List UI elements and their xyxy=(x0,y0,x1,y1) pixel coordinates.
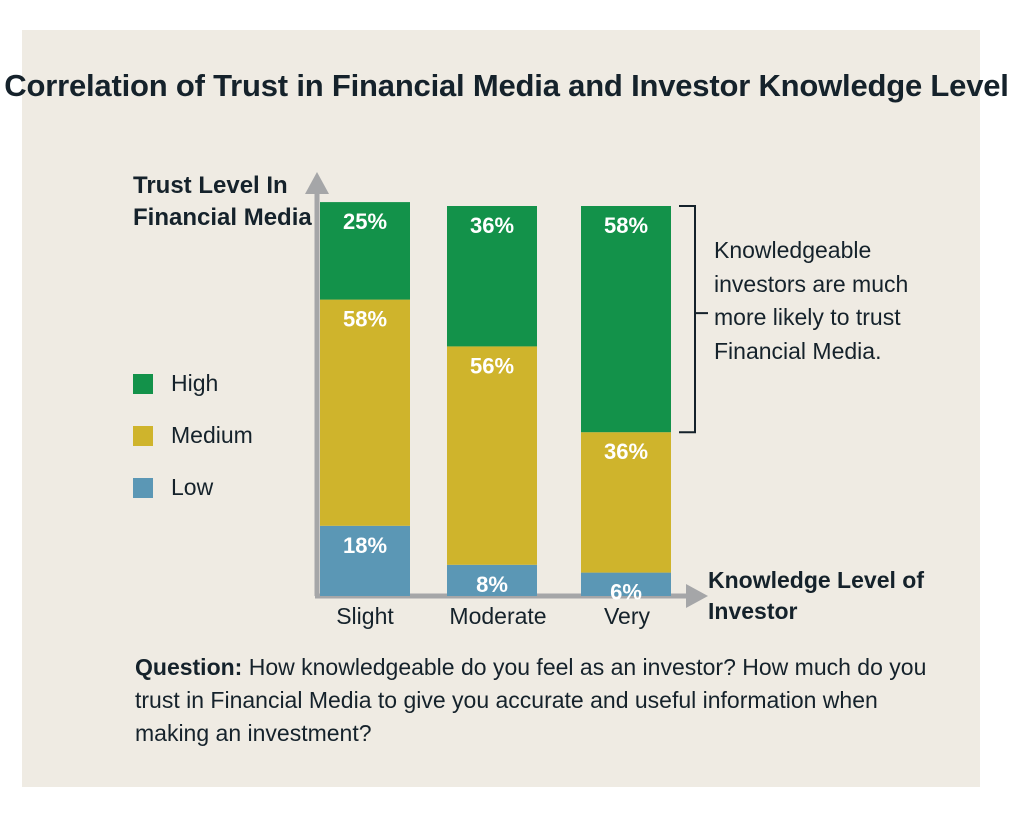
legend-label-high: High xyxy=(171,370,219,396)
bar-high-moderate xyxy=(447,206,537,347)
question-text: Question: How knowledgeable do you feel … xyxy=(135,651,935,750)
data-label-low-moderate: 8% xyxy=(476,572,508,597)
bar-low-slight xyxy=(320,525,410,596)
bar-high-slight xyxy=(320,202,410,300)
bar-low-moderate xyxy=(447,564,537,596)
data-label-high-very: 58% xyxy=(604,213,648,238)
legend-label-medium: Medium xyxy=(171,422,253,448)
y-axis-label: Trust Level In Financial Media xyxy=(133,172,312,231)
x-axis-arrow xyxy=(686,584,708,608)
data-label-high-slight: 25% xyxy=(343,209,387,234)
bar-high-very xyxy=(581,206,671,433)
legend-swatch-low xyxy=(133,478,153,498)
data-label-medium-moderate: 56% xyxy=(470,353,514,378)
x-tick-label-moderate: Moderate xyxy=(449,603,546,629)
question-lead: Question: xyxy=(135,654,243,680)
bar-medium-slight xyxy=(320,299,410,526)
x-axis-label: Knowledge Level of Investor xyxy=(708,567,924,624)
data-label-medium-slight: 58% xyxy=(343,307,387,332)
x-tick-label-very: Very xyxy=(604,603,651,629)
legend-label-low: Low xyxy=(171,474,214,500)
annotation-text: Knowledgeable investors are much more li… xyxy=(714,237,909,364)
data-label-low-very: 6% xyxy=(610,580,642,605)
bar-low-very xyxy=(581,572,671,596)
chart-title: Correlation of Trust in Financial Media … xyxy=(4,68,1009,103)
legend-swatch-high xyxy=(133,374,153,394)
y-axis-arrow xyxy=(305,172,329,194)
data-label-medium-very: 36% xyxy=(604,439,648,464)
annotation-bracket xyxy=(679,205,708,434)
question-body: How knowledgeable do you feel as an inve… xyxy=(135,654,927,746)
data-label-low-slight: 18% xyxy=(343,533,387,558)
bar-medium-very xyxy=(581,432,671,573)
data-label-high-moderate: 36% xyxy=(470,213,514,238)
bar-medium-moderate xyxy=(447,346,537,565)
x-tick-label-slight: Slight xyxy=(336,603,394,629)
legend-swatch-medium xyxy=(133,426,153,446)
